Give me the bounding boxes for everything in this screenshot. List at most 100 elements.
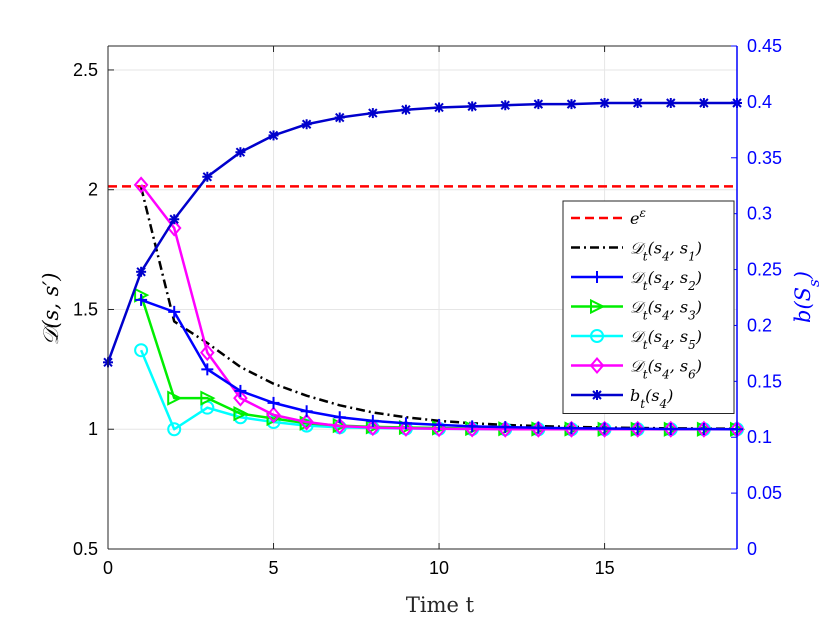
data-point-b4 <box>698 98 709 109</box>
legend-swatch-marker <box>590 298 606 315</box>
data-point-b4 <box>665 98 676 109</box>
x-tick-label: 15 <box>595 558 615 578</box>
legend-label: 𝒟t(s4, s6) <box>630 357 702 382</box>
y-right-tick-label: 0 <box>747 539 757 559</box>
y-right-tick-label: 0.05 <box>747 483 782 503</box>
y-right-tick-label: 0.1 <box>747 427 772 447</box>
data-point-d42 <box>234 384 247 397</box>
y-right-tick-label: 0.3 <box>747 204 772 224</box>
legend-label: 𝒟t(s4, s5) <box>630 327 702 352</box>
y-axis-left-title: 𝒟(s, s′) <box>39 273 63 346</box>
data-point-d42 <box>697 422 710 435</box>
data-point-d46 <box>597 420 612 438</box>
y-right-tick-label: 0.35 <box>747 148 782 168</box>
y-right-tick-label: 0.45 <box>747 36 782 56</box>
y-left-tick-label: 1 <box>88 419 98 439</box>
data-point-d46 <box>332 417 348 435</box>
data-point-d42 <box>168 305 181 318</box>
data-point-d46 <box>663 420 679 438</box>
data-point-b4 <box>400 104 411 115</box>
data-point-d46 <box>630 420 646 438</box>
legend-label: 𝒟t(s4, s3) <box>630 298 702 323</box>
data-point-d42 <box>433 418 446 431</box>
data-point-b4 <box>434 102 445 113</box>
x-tick-label: 10 <box>429 558 449 578</box>
y-left-tick-label: 1.5 <box>73 299 98 319</box>
legend-swatch-marker <box>592 390 602 400</box>
data-point-d42 <box>399 417 412 430</box>
legend-label: 𝒟t(s4, s2) <box>630 268 702 293</box>
data-point-b4 <box>566 99 577 110</box>
data-point-d42 <box>499 421 512 434</box>
x-tick-label: 0 <box>103 558 113 578</box>
data-point-d42 <box>631 422 644 435</box>
data-point-d46 <box>133 176 149 194</box>
data-point-d42 <box>664 422 677 435</box>
axes-layer: 0 5 10 15 0.5 1 1.5 2 2.5 0 0.05 0.1 0.15 0.2 0.25 0.3 0… <box>73 36 782 578</box>
data-point-d46 <box>233 389 248 407</box>
data-point-d45 <box>167 422 182 437</box>
legend-item-d42: 𝒟t(s4, s2) <box>571 268 702 293</box>
data-point-b4 <box>500 100 511 111</box>
x-tick-label: 5 <box>269 558 279 578</box>
data-point-d46 <box>266 406 281 424</box>
legend-label: eε <box>630 206 646 228</box>
data-point-d43 <box>233 406 249 422</box>
legend-swatch-marker <box>589 356 605 375</box>
data-point-b4 <box>367 108 378 119</box>
data-point-d46 <box>398 419 414 437</box>
data-point-b4 <box>202 171 213 182</box>
data-point-b4 <box>136 266 147 277</box>
legend-item-d43: 𝒟t(s4, s3) <box>571 298 702 323</box>
data-point-d43 <box>167 390 183 406</box>
data-point-d42 <box>333 411 346 424</box>
y-right-tick-label: 0.4 <box>747 92 772 112</box>
y-right-tick-label: 0.15 <box>747 371 782 391</box>
data-point-b4 <box>169 214 180 225</box>
legend-label: 𝒟t(s4, s1) <box>630 239 702 264</box>
data-point-d46 <box>299 413 314 431</box>
legend-item-d45: 𝒟t(s4, s5) <box>571 327 702 352</box>
data-point-d45 <box>134 343 149 358</box>
data-point-b4 <box>334 112 345 123</box>
data-point-d42 <box>300 405 313 418</box>
data-point-d43 <box>200 390 216 406</box>
data-point-d42 <box>565 422 578 435</box>
series-d42 <box>135 293 743 436</box>
legend-item-d46: 𝒟t(s4, s6) <box>571 357 702 382</box>
data-point-d46 <box>564 420 579 438</box>
data-point-b4 <box>599 98 610 109</box>
data-point-d46 <box>199 344 215 362</box>
legend-item-eps: eε <box>571 206 646 228</box>
data-point-d42 <box>135 293 148 306</box>
y-left-tick-label: 0.5 <box>73 539 98 559</box>
legend-item-d41: 𝒟t(s4, s1) <box>571 239 702 264</box>
data-point-b4 <box>632 98 643 109</box>
y-left-tick-label: 2.5 <box>73 60 98 80</box>
legend-swatch-marker <box>590 329 604 343</box>
x-axis-title: Time t <box>406 593 475 617</box>
y-right-tick-label: 0.25 <box>747 260 782 280</box>
data-point-b4 <box>467 101 478 112</box>
legend-label: bt(s4) <box>630 386 673 411</box>
data-point-d42 <box>466 420 479 433</box>
data-point-d46 <box>365 419 381 437</box>
series-layer <box>103 98 746 438</box>
data-point-b4 <box>301 119 312 130</box>
series-line-b4 <box>106 101 737 363</box>
legend-swatch-marker <box>591 271 603 283</box>
data-point-b4 <box>268 130 279 141</box>
data-point-d42 <box>598 422 611 435</box>
legend-item-b4: bt(s4) <box>571 386 673 411</box>
legend: eε 𝒟t(s4, s1) 𝒟t(s4, s2) 𝒟t(s4, s3) 𝒟t(s4, s… <box>562 200 735 414</box>
data-point-d46 <box>431 420 447 438</box>
data-point-d42 <box>267 396 280 409</box>
data-point-d42 <box>366 414 379 427</box>
data-point-d42 <box>201 363 214 376</box>
y-right-tick-label: 0.2 <box>747 315 772 335</box>
y-axis-right-title: b(Ss) <box>791 271 823 323</box>
data-point-b4 <box>533 99 544 110</box>
data-point-b4 <box>235 147 246 158</box>
